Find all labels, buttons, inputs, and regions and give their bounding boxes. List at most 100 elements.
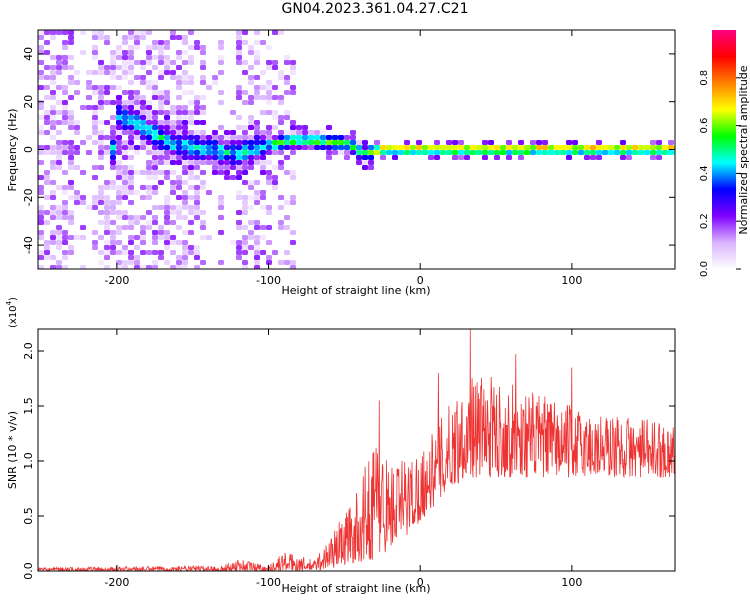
spectrogram-cell: [140, 185, 146, 190]
spectrogram-cell: [200, 225, 206, 230]
snr-y-scale-exp: 4: [5, 300, 13, 305]
spectrogram-cell: [74, 120, 80, 125]
spectrogram-cell: [518, 145, 524, 150]
spectrogram-cell: [524, 145, 530, 150]
spectrogram-cell: [272, 150, 278, 155]
spectrogram-cell: [158, 160, 164, 165]
spectrogram-cell: [104, 35, 110, 40]
spectrogram-cell: [620, 145, 626, 150]
spectrogram-cell: [260, 195, 266, 200]
spectrogram-cell: [530, 145, 536, 150]
spectrogram-cell: [278, 75, 284, 80]
spectrogram-cell: [260, 250, 266, 255]
spectrogram-cell: [200, 50, 206, 55]
spectrogram-cell: [86, 150, 92, 155]
spectrogram-cell: [170, 105, 176, 110]
spectrogram-cell: [230, 160, 236, 165]
spectrogram-cell: [236, 250, 242, 255]
spectrogram-cell: [164, 160, 170, 165]
spectrogram-cell: [128, 50, 134, 55]
spectrogram-cell: [170, 140, 176, 145]
spectrogram-cell: [260, 190, 266, 195]
spectrogram-cell: [62, 210, 68, 215]
spectrogram-cell: [158, 145, 164, 150]
spectrogram-cell: [128, 30, 134, 35]
spectrogram-cell: [164, 220, 170, 225]
spectrogram-cell: [170, 170, 176, 175]
spectrogram-cell: [356, 150, 362, 155]
spectrogram-cell: [656, 150, 662, 155]
spectrogram-cell: [56, 140, 62, 145]
spectrogram-cell: [290, 70, 296, 75]
spectrogram-cell: [164, 260, 170, 265]
spectrogram-cell: [338, 140, 344, 145]
spectrogram-cell: [128, 200, 134, 205]
spectrogram-cell: [206, 145, 212, 150]
spectrogram-cell: [566, 140, 572, 145]
spectrogram-cell: [134, 105, 140, 110]
spectrogram-cell: [254, 195, 260, 200]
spectrogram-cell: [158, 180, 164, 185]
spectrogram-cell: [50, 240, 56, 245]
spectrogram-cell: [80, 170, 86, 175]
spectrogram-cell: [236, 50, 242, 55]
spectrogram-cell: [104, 255, 110, 260]
spectrogram-cell: [284, 200, 290, 205]
spectrogram-cell: [38, 115, 44, 120]
x-tick-label: -200: [104, 576, 129, 589]
spectrogram-cell: [146, 170, 152, 175]
spectrogram-cell: [206, 160, 212, 165]
spectrogram-cell: [86, 105, 92, 110]
spectrogram-cell: [116, 85, 122, 90]
spectrogram-cell: [134, 260, 140, 265]
spectrogram-cell: [206, 85, 212, 90]
spectrogram-cell: [290, 140, 296, 145]
spectrogram-cell: [506, 140, 512, 145]
spectrogram-cell: [116, 210, 122, 215]
spectrogram-cell: [242, 240, 248, 245]
spectrogram-cell: [98, 210, 104, 215]
spectrogram-cell: [248, 135, 254, 140]
spectrogram-cell: [44, 40, 50, 45]
spectrogram-cell: [494, 150, 500, 155]
spectrogram-cell: [236, 160, 242, 165]
spectrogram-cell: [44, 50, 50, 55]
spectrogram-cell: [194, 110, 200, 115]
spectrogram-cell: [68, 185, 74, 190]
spectrogram-cell: [242, 40, 248, 45]
spectrogram-cell: [242, 160, 248, 165]
spectrogram-cell: [650, 155, 656, 160]
spectrogram-cell: [176, 225, 182, 230]
spectrogram-cell: [98, 220, 104, 225]
spectrogram-cell: [122, 170, 128, 175]
y-tick-label: 1.0: [22, 452, 35, 470]
spectrogram-cell: [170, 220, 176, 225]
spectrogram-cell: [290, 125, 296, 130]
spectrogram-cell: [188, 100, 194, 105]
spectrogram-cell: [254, 155, 260, 160]
spectrogram-cell: [284, 55, 290, 60]
spectrogram-cell: [128, 90, 134, 95]
spectrogram-cell: [290, 175, 296, 180]
spectrogram-cell: [92, 125, 98, 130]
spectrogram-cell: [68, 195, 74, 200]
spectrogram-cell: [68, 95, 74, 100]
spectrogram-cells: [38, 30, 675, 269]
spectrogram-cell: [230, 135, 236, 140]
spectrogram-cell: [104, 180, 110, 185]
spectrogram-cell: [200, 105, 206, 110]
spectrogram-cell: [92, 175, 98, 180]
spectrogram-cell: [194, 205, 200, 210]
spectrogram-cell: [218, 145, 224, 150]
spectrogram-cell: [206, 150, 212, 155]
spectrogram-cell: [56, 100, 62, 105]
spectrogram-cell: [134, 215, 140, 220]
spectrogram-cell: [248, 185, 254, 190]
spectrogram-cell: [68, 150, 74, 155]
spectrogram-cell: [80, 225, 86, 230]
spectrogram-cell: [68, 75, 74, 80]
spectrogram-cell: [326, 150, 332, 155]
spectrogram-cell: [224, 150, 230, 155]
spectrogram-cell: [236, 40, 242, 45]
